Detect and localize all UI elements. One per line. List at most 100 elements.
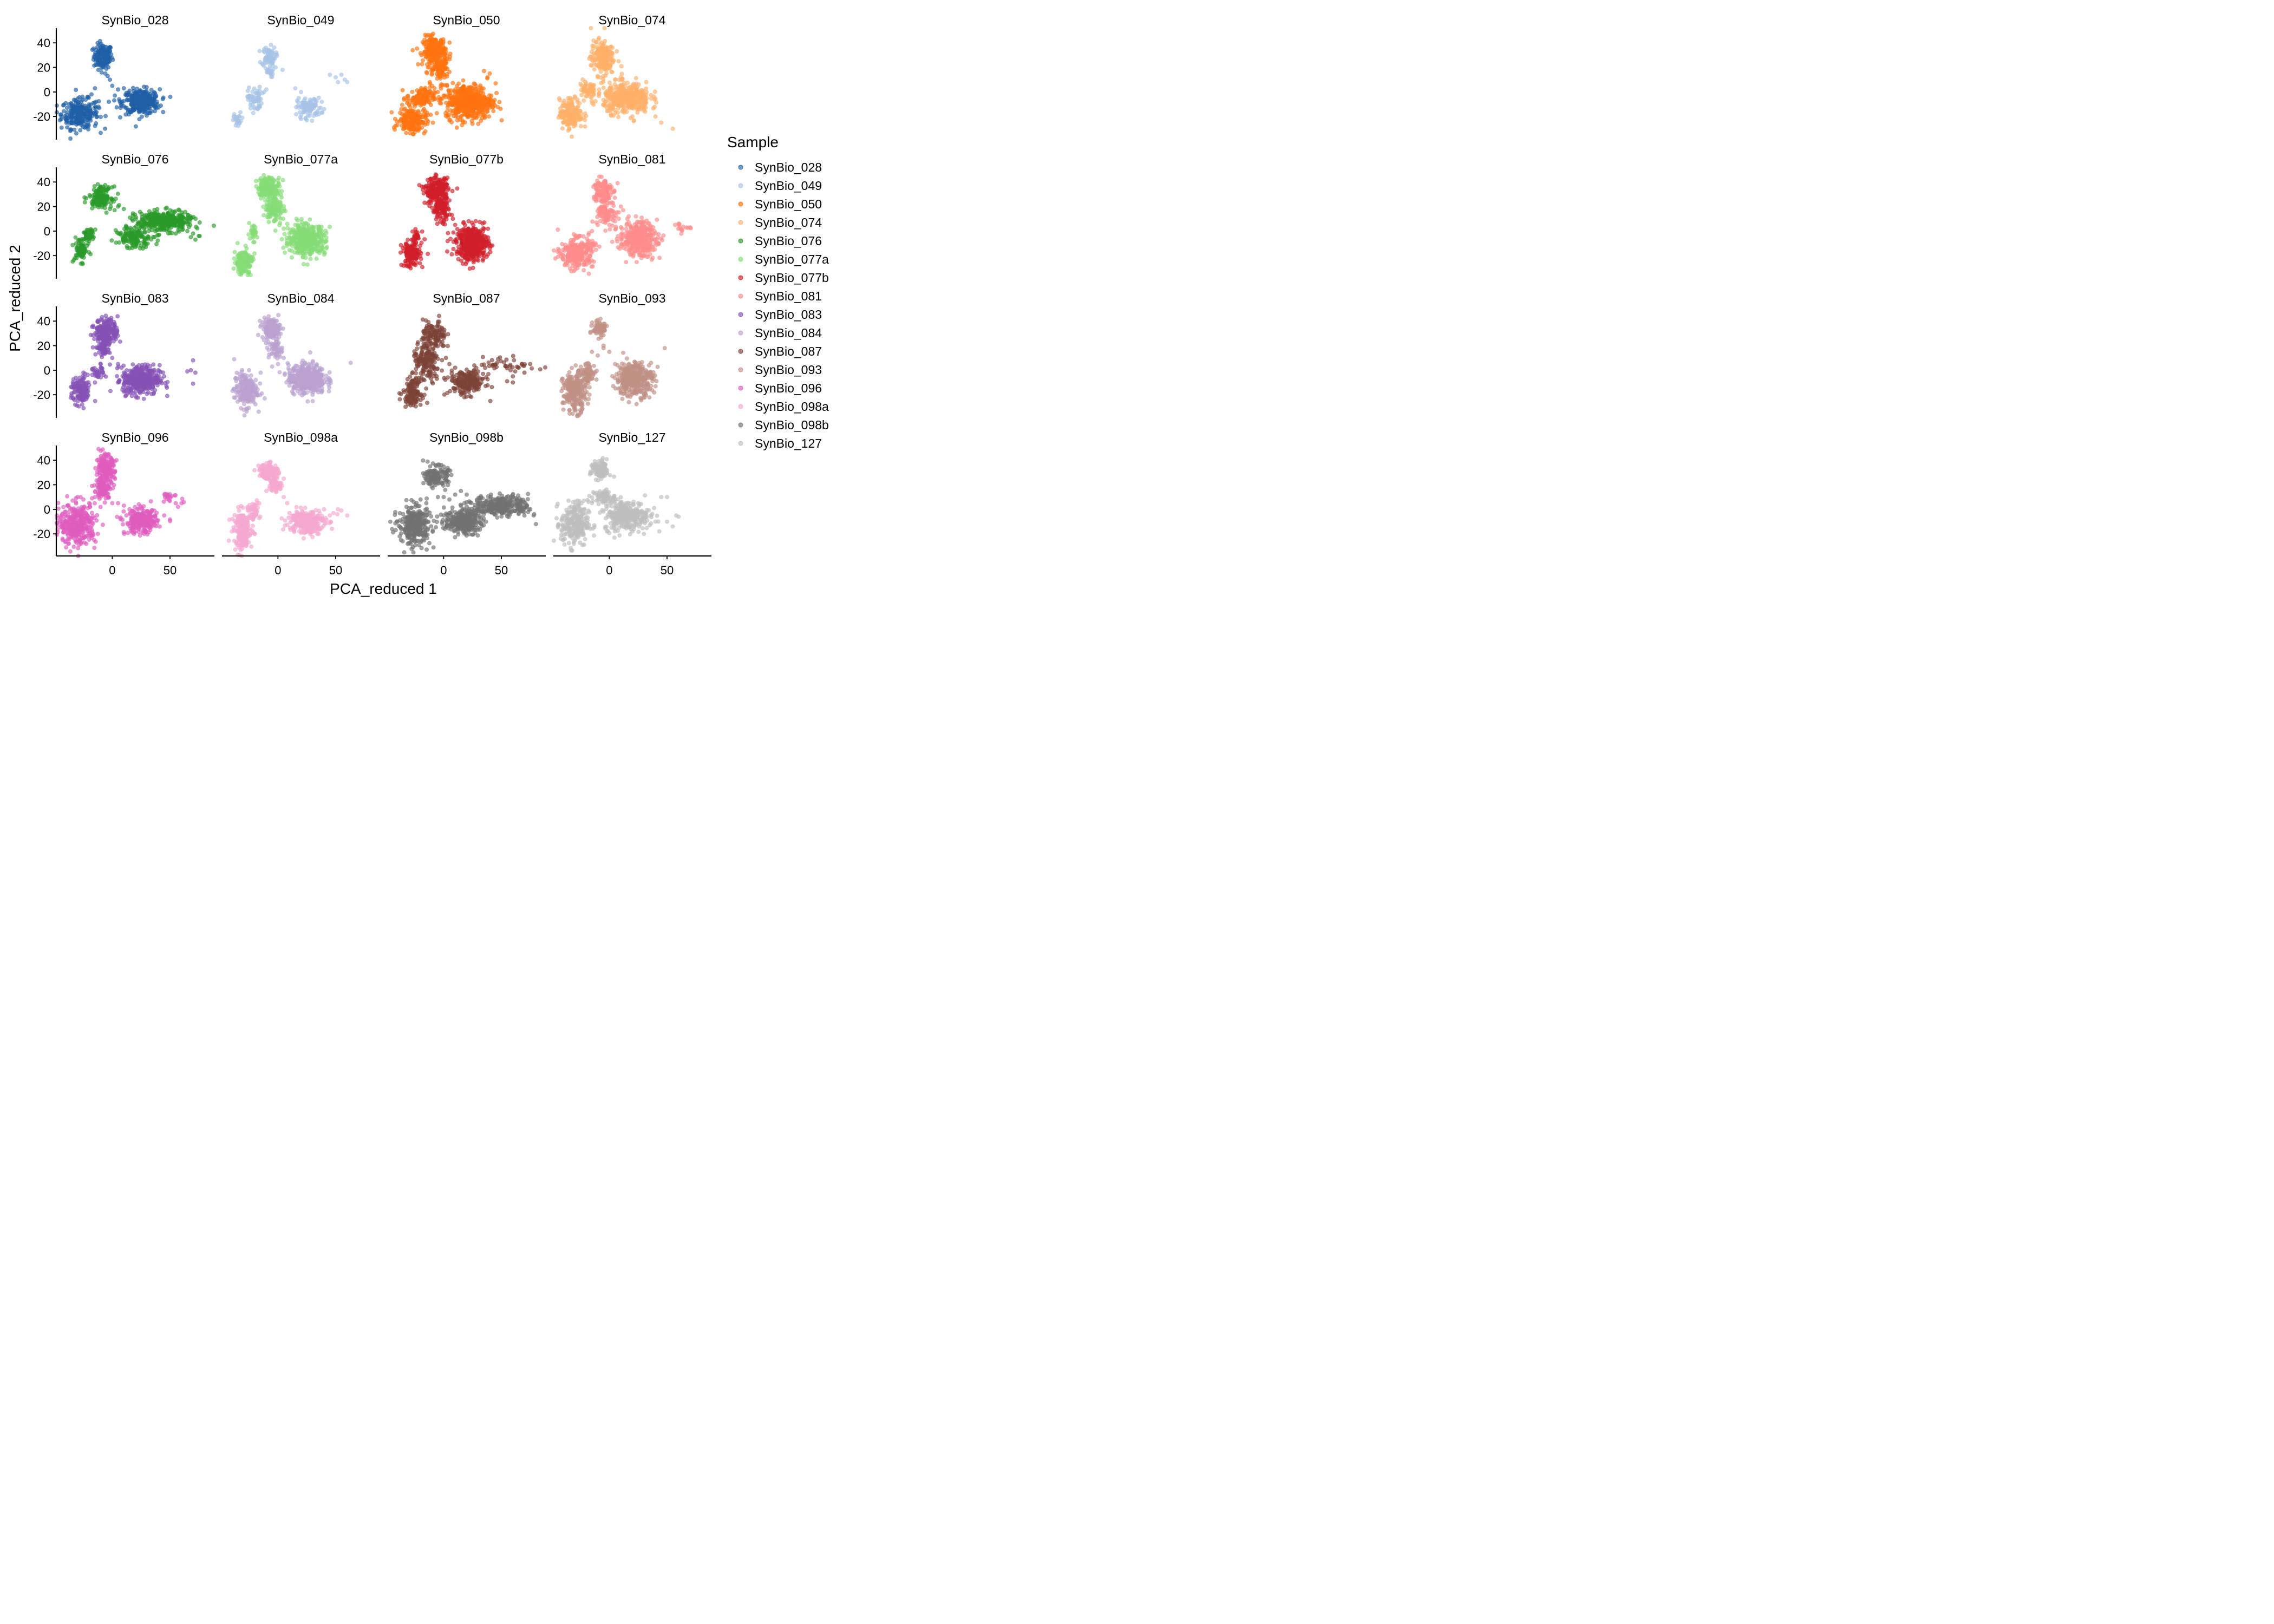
data-point <box>285 221 290 226</box>
data-point <box>402 97 407 102</box>
data-point <box>439 86 443 91</box>
panel-title: SynBio_074 <box>598 13 665 27</box>
data-point <box>436 42 441 47</box>
data-point <box>604 71 609 76</box>
data-point <box>610 54 615 59</box>
data-point <box>437 74 442 79</box>
data-point <box>485 109 490 114</box>
data-point <box>86 124 91 129</box>
data-point <box>141 106 146 111</box>
data-point <box>105 74 110 78</box>
data-point <box>277 175 282 180</box>
data-point <box>252 251 257 256</box>
data-point <box>299 116 304 121</box>
data-point <box>299 242 304 247</box>
data-point <box>108 77 113 82</box>
data-point <box>592 83 597 88</box>
data-point <box>102 206 107 211</box>
data-point <box>445 83 449 88</box>
data-point <box>245 94 250 99</box>
data-point <box>411 118 416 123</box>
data-point <box>567 127 572 132</box>
data-point <box>491 109 496 114</box>
data-point <box>95 114 100 119</box>
data-point <box>430 67 435 72</box>
data-point <box>247 264 252 269</box>
data-point <box>235 241 240 246</box>
data-point <box>401 127 406 132</box>
data-point <box>123 105 128 110</box>
data-point <box>67 115 71 120</box>
data-point <box>610 58 615 63</box>
data-point <box>473 82 478 87</box>
data-point <box>119 103 123 108</box>
data-point <box>273 65 278 70</box>
data-point <box>266 220 271 225</box>
data-point <box>285 226 290 231</box>
data-point <box>670 126 675 131</box>
data-point <box>573 113 578 118</box>
data-point <box>423 115 428 120</box>
data-point <box>442 176 447 181</box>
data-point <box>74 256 79 260</box>
data-point <box>69 112 74 116</box>
data-point <box>276 192 280 197</box>
data-point <box>445 54 449 58</box>
data-point <box>444 100 449 105</box>
data-point <box>168 94 173 99</box>
data-point <box>113 93 117 98</box>
panel-title: SynBio_049 <box>267 13 334 27</box>
data-point <box>104 210 109 215</box>
data-point <box>590 101 594 106</box>
data-point <box>155 238 160 243</box>
data-point <box>246 232 251 237</box>
data-point <box>302 109 306 114</box>
data-point <box>151 212 156 217</box>
data-point <box>441 93 446 98</box>
data-point <box>267 211 272 216</box>
data-point <box>428 102 433 107</box>
data-point <box>301 261 306 266</box>
data-point <box>415 46 420 51</box>
data-point <box>425 121 430 126</box>
data-point <box>621 108 626 113</box>
data-point <box>443 46 448 51</box>
data-point <box>423 55 428 60</box>
data-point <box>151 216 156 221</box>
data-point <box>400 88 405 93</box>
data-point <box>434 111 439 116</box>
data-point <box>308 257 313 261</box>
data-point <box>291 241 296 246</box>
data-point <box>276 183 280 188</box>
data-point <box>449 120 454 125</box>
data-point <box>395 123 400 128</box>
data-point <box>83 114 88 119</box>
data-point <box>428 58 433 63</box>
data-point <box>460 86 465 90</box>
data-point <box>311 113 316 118</box>
data-point <box>597 64 602 69</box>
data-point <box>257 49 262 54</box>
data-point <box>146 212 151 217</box>
data-point <box>443 201 448 206</box>
data-point <box>453 87 458 92</box>
data-point <box>607 93 612 98</box>
data-point <box>339 73 344 77</box>
data-point <box>283 208 288 213</box>
data-point <box>314 256 319 261</box>
data-point <box>609 84 613 89</box>
data-point <box>97 198 102 203</box>
data-point <box>144 88 149 93</box>
data-point <box>296 103 300 108</box>
data-point <box>92 235 96 240</box>
data-point <box>154 93 159 98</box>
data-point <box>319 99 324 104</box>
data-point <box>420 184 424 189</box>
data-point <box>439 101 443 106</box>
data-point <box>601 86 606 90</box>
data-point <box>274 198 279 202</box>
data-point <box>430 54 435 59</box>
data-point <box>589 49 594 54</box>
data-point <box>273 188 278 193</box>
data-point <box>86 241 91 246</box>
